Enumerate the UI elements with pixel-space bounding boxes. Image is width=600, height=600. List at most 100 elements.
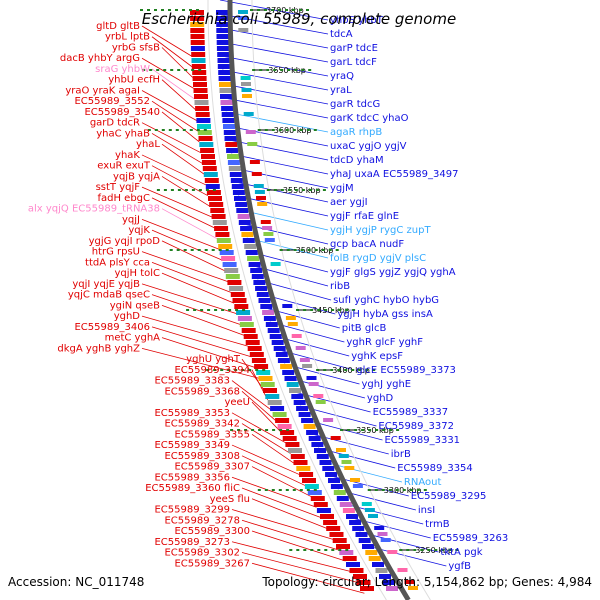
feature-block-reverse (304, 484, 319, 489)
feature-block-outer (302, 364, 313, 368)
feature-block-outer (287, 322, 298, 326)
feature-block-reverse (225, 274, 240, 279)
label-connector-left (231, 476, 317, 508)
feature-block-outer (295, 346, 306, 350)
feature-block-reverse (237, 316, 252, 321)
label-connector-left (251, 401, 282, 433)
label-connector-left (231, 509, 334, 540)
gene-label-right: EC55989_3372 (378, 421, 454, 432)
feature-block-forward (241, 232, 254, 237)
feature-block-reverse (349, 568, 364, 573)
feature-block-outer (299, 358, 310, 362)
feature-block-forward (265, 322, 278, 327)
feature-block-reverse (360, 586, 374, 591)
feature-block-outer (377, 532, 388, 536)
gene-label-right: ribB (330, 281, 350, 292)
feature-block-forward (372, 562, 384, 567)
feature-block-forward (245, 250, 258, 255)
gene-label-left: EC55989_3353 (154, 408, 230, 419)
feature-block-outer (313, 394, 324, 398)
tick-label: 3500 kbp (296, 246, 334, 255)
feature-block-reverse (277, 424, 292, 429)
feature-block-forward (262, 310, 275, 315)
feature-block-outer (361, 502, 372, 506)
gene-label-left: exuR exuT (97, 161, 151, 172)
label-connector-right (221, 55, 329, 77)
feature-block-reverse (193, 82, 207, 87)
gene-label-left: EC55989_3540 (84, 107, 160, 118)
feature-block-forward (319, 460, 332, 465)
feature-block-outer (344, 466, 355, 470)
feature-block-forward (236, 208, 249, 213)
feature-block-reverse (212, 220, 227, 225)
gene-label-left: dacB yhbY argG (60, 53, 140, 64)
gene-label-left: EC55989_3300 (174, 526, 250, 537)
feature-block-forward (298, 412, 311, 417)
gene-label-right: ygjH ygjP rygC zupT (330, 225, 431, 236)
feature-block-outer (240, 76, 251, 80)
tick-label: 3250 kbp (415, 546, 453, 555)
gene-label-right: tktA pgk (440, 547, 482, 558)
feature-block-outer (249, 160, 260, 164)
feature-block-reverse (339, 550, 354, 555)
feature-block-reverse (323, 520, 338, 525)
feature-block-outer (368, 514, 378, 518)
outer-track-edge (251, 0, 431, 600)
feature-block-reverse (190, 34, 205, 39)
feature-block-forward (275, 352, 288, 357)
feature-block-forward (226, 148, 239, 153)
feature-block-forward (224, 136, 237, 141)
feature-block-outer (243, 112, 254, 116)
feature-block-forward (216, 28, 229, 33)
feature-block-reverse (190, 46, 205, 51)
feature-block-reverse (222, 262, 237, 267)
feature-block-forward (333, 490, 346, 495)
feature-block-reverse (285, 442, 300, 447)
feature-block-forward (216, 40, 229, 45)
feature-block-reverse (190, 16, 205, 21)
feature-block-reverse (203, 172, 218, 177)
feature-block-forward (219, 88, 232, 93)
feature-block-forward (228, 166, 241, 171)
gene-label-left: ygiN qseB (110, 300, 160, 311)
feature-block-forward (247, 256, 260, 261)
feature-block-outer (380, 538, 391, 542)
feature-block-forward (355, 532, 368, 537)
feature-block-reverse (232, 298, 247, 303)
feature-block-outer (238, 16, 249, 20)
feature-block-forward (311, 442, 324, 447)
feature-block-reverse (342, 556, 357, 561)
feature-block-forward (244, 244, 257, 249)
feature-block-reverse (263, 388, 277, 393)
gene-label-right: yghD (367, 393, 394, 404)
feature-block-reverse (275, 418, 290, 423)
feature-block-outer (285, 316, 296, 320)
feature-block-reverse (215, 232, 230, 237)
gene-label-right: trmB (425, 519, 450, 530)
label-connector-left (161, 111, 200, 143)
feature-block-forward (251, 274, 264, 279)
feature-block-reverse (270, 406, 285, 411)
feature-block-reverse (219, 250, 234, 255)
label-connector-right (224, 97, 329, 119)
label-connector-left (141, 122, 201, 154)
feature-block-reverse (282, 436, 297, 441)
label-connector-left (161, 304, 245, 336)
feature-block-forward (284, 376, 297, 381)
gene-label-right: garP tdcE (330, 43, 378, 54)
feature-block-forward (216, 46, 229, 51)
feature-block-forward (221, 112, 234, 117)
label-connector-left (151, 100, 199, 132)
feature-block-forward (277, 358, 290, 363)
gene-label-left: yghD (114, 311, 141, 322)
gene-label-left: yhaK (115, 150, 140, 161)
feature-block-outer (387, 550, 398, 554)
feature-block-forward (248, 262, 261, 267)
label-connector-left (161, 337, 256, 368)
feature-block-forward (328, 478, 340, 483)
gene-label-right: sufI yghC hybO hybG (333, 295, 439, 306)
feature-block-outer (241, 88, 252, 92)
feature-block-outer (263, 232, 274, 236)
